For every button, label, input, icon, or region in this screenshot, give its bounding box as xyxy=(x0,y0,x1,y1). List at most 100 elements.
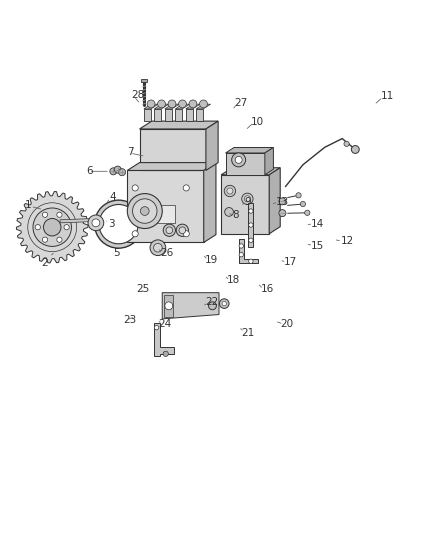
Text: 19: 19 xyxy=(205,255,218,265)
Circle shape xyxy=(165,302,173,310)
Circle shape xyxy=(163,224,176,236)
Polygon shape xyxy=(269,168,280,234)
Circle shape xyxy=(35,224,40,230)
Circle shape xyxy=(227,188,233,194)
Circle shape xyxy=(239,244,244,248)
Circle shape xyxy=(305,210,310,215)
Circle shape xyxy=(150,240,166,256)
Circle shape xyxy=(189,100,197,108)
Circle shape xyxy=(279,198,286,205)
Circle shape xyxy=(42,237,48,243)
Polygon shape xyxy=(226,153,265,175)
Polygon shape xyxy=(154,109,161,121)
Circle shape xyxy=(133,199,157,223)
Polygon shape xyxy=(127,171,204,243)
Circle shape xyxy=(249,259,253,263)
Circle shape xyxy=(183,185,189,191)
Circle shape xyxy=(244,196,251,202)
Circle shape xyxy=(99,205,138,244)
Polygon shape xyxy=(154,104,169,109)
Text: 28: 28 xyxy=(131,91,144,100)
Text: 3: 3 xyxy=(108,219,114,229)
Circle shape xyxy=(114,166,121,173)
Polygon shape xyxy=(175,109,182,121)
Text: 10: 10 xyxy=(251,117,264,126)
Text: 4: 4 xyxy=(109,192,116,201)
Polygon shape xyxy=(221,168,280,175)
Circle shape xyxy=(33,208,71,246)
Circle shape xyxy=(43,219,61,236)
Bar xyxy=(141,79,147,82)
Polygon shape xyxy=(144,104,158,109)
Polygon shape xyxy=(248,203,254,247)
Circle shape xyxy=(242,193,253,205)
Circle shape xyxy=(219,299,229,309)
Text: 7: 7 xyxy=(127,147,134,157)
Polygon shape xyxy=(206,121,218,171)
Text: 8: 8 xyxy=(232,210,239,220)
Polygon shape xyxy=(140,129,206,171)
Text: 12: 12 xyxy=(340,236,353,246)
Polygon shape xyxy=(204,163,216,243)
Circle shape xyxy=(224,185,236,197)
Circle shape xyxy=(92,219,100,227)
Circle shape xyxy=(239,253,244,257)
Polygon shape xyxy=(221,175,269,234)
Polygon shape xyxy=(196,104,211,109)
Polygon shape xyxy=(60,219,95,223)
Polygon shape xyxy=(144,109,151,121)
Circle shape xyxy=(141,207,149,215)
Circle shape xyxy=(168,100,176,108)
Text: 26: 26 xyxy=(160,247,173,257)
Circle shape xyxy=(127,193,162,229)
Circle shape xyxy=(176,224,188,236)
Polygon shape xyxy=(186,104,200,109)
Circle shape xyxy=(88,215,104,231)
Text: 23: 23 xyxy=(123,315,136,325)
Polygon shape xyxy=(165,104,179,109)
Circle shape xyxy=(232,153,246,167)
Polygon shape xyxy=(16,191,88,263)
Text: 1: 1 xyxy=(25,200,32,211)
Text: 16: 16 xyxy=(261,284,274,294)
Circle shape xyxy=(95,200,143,248)
Text: 13: 13 xyxy=(276,197,289,207)
Circle shape xyxy=(200,100,207,108)
Circle shape xyxy=(110,168,117,175)
Circle shape xyxy=(225,207,233,216)
Circle shape xyxy=(208,302,216,310)
Polygon shape xyxy=(127,163,216,171)
Bar xyxy=(151,205,175,223)
Circle shape xyxy=(158,100,166,108)
Circle shape xyxy=(179,100,187,108)
Circle shape xyxy=(183,231,189,237)
Circle shape xyxy=(300,201,306,207)
Circle shape xyxy=(344,141,349,147)
Text: 18: 18 xyxy=(227,276,240,286)
Circle shape xyxy=(57,237,62,243)
Text: 17: 17 xyxy=(284,257,297,267)
Text: 21: 21 xyxy=(241,328,254,338)
Polygon shape xyxy=(196,109,203,121)
Circle shape xyxy=(154,326,159,330)
Text: 27: 27 xyxy=(234,98,247,108)
Circle shape xyxy=(249,238,253,243)
Circle shape xyxy=(132,231,138,237)
Circle shape xyxy=(235,156,242,164)
Text: 22: 22 xyxy=(205,297,218,308)
Circle shape xyxy=(166,227,173,233)
Text: 5: 5 xyxy=(113,248,120,258)
Circle shape xyxy=(163,351,168,357)
Circle shape xyxy=(132,185,138,191)
Circle shape xyxy=(249,223,253,227)
Polygon shape xyxy=(265,148,273,175)
Circle shape xyxy=(249,209,253,213)
Circle shape xyxy=(222,302,226,306)
Circle shape xyxy=(279,209,286,216)
Polygon shape xyxy=(162,293,219,319)
Circle shape xyxy=(64,224,69,230)
Polygon shape xyxy=(164,295,173,317)
Text: 15: 15 xyxy=(311,240,324,251)
Text: 9: 9 xyxy=(244,197,251,207)
Text: 25: 25 xyxy=(136,284,149,294)
